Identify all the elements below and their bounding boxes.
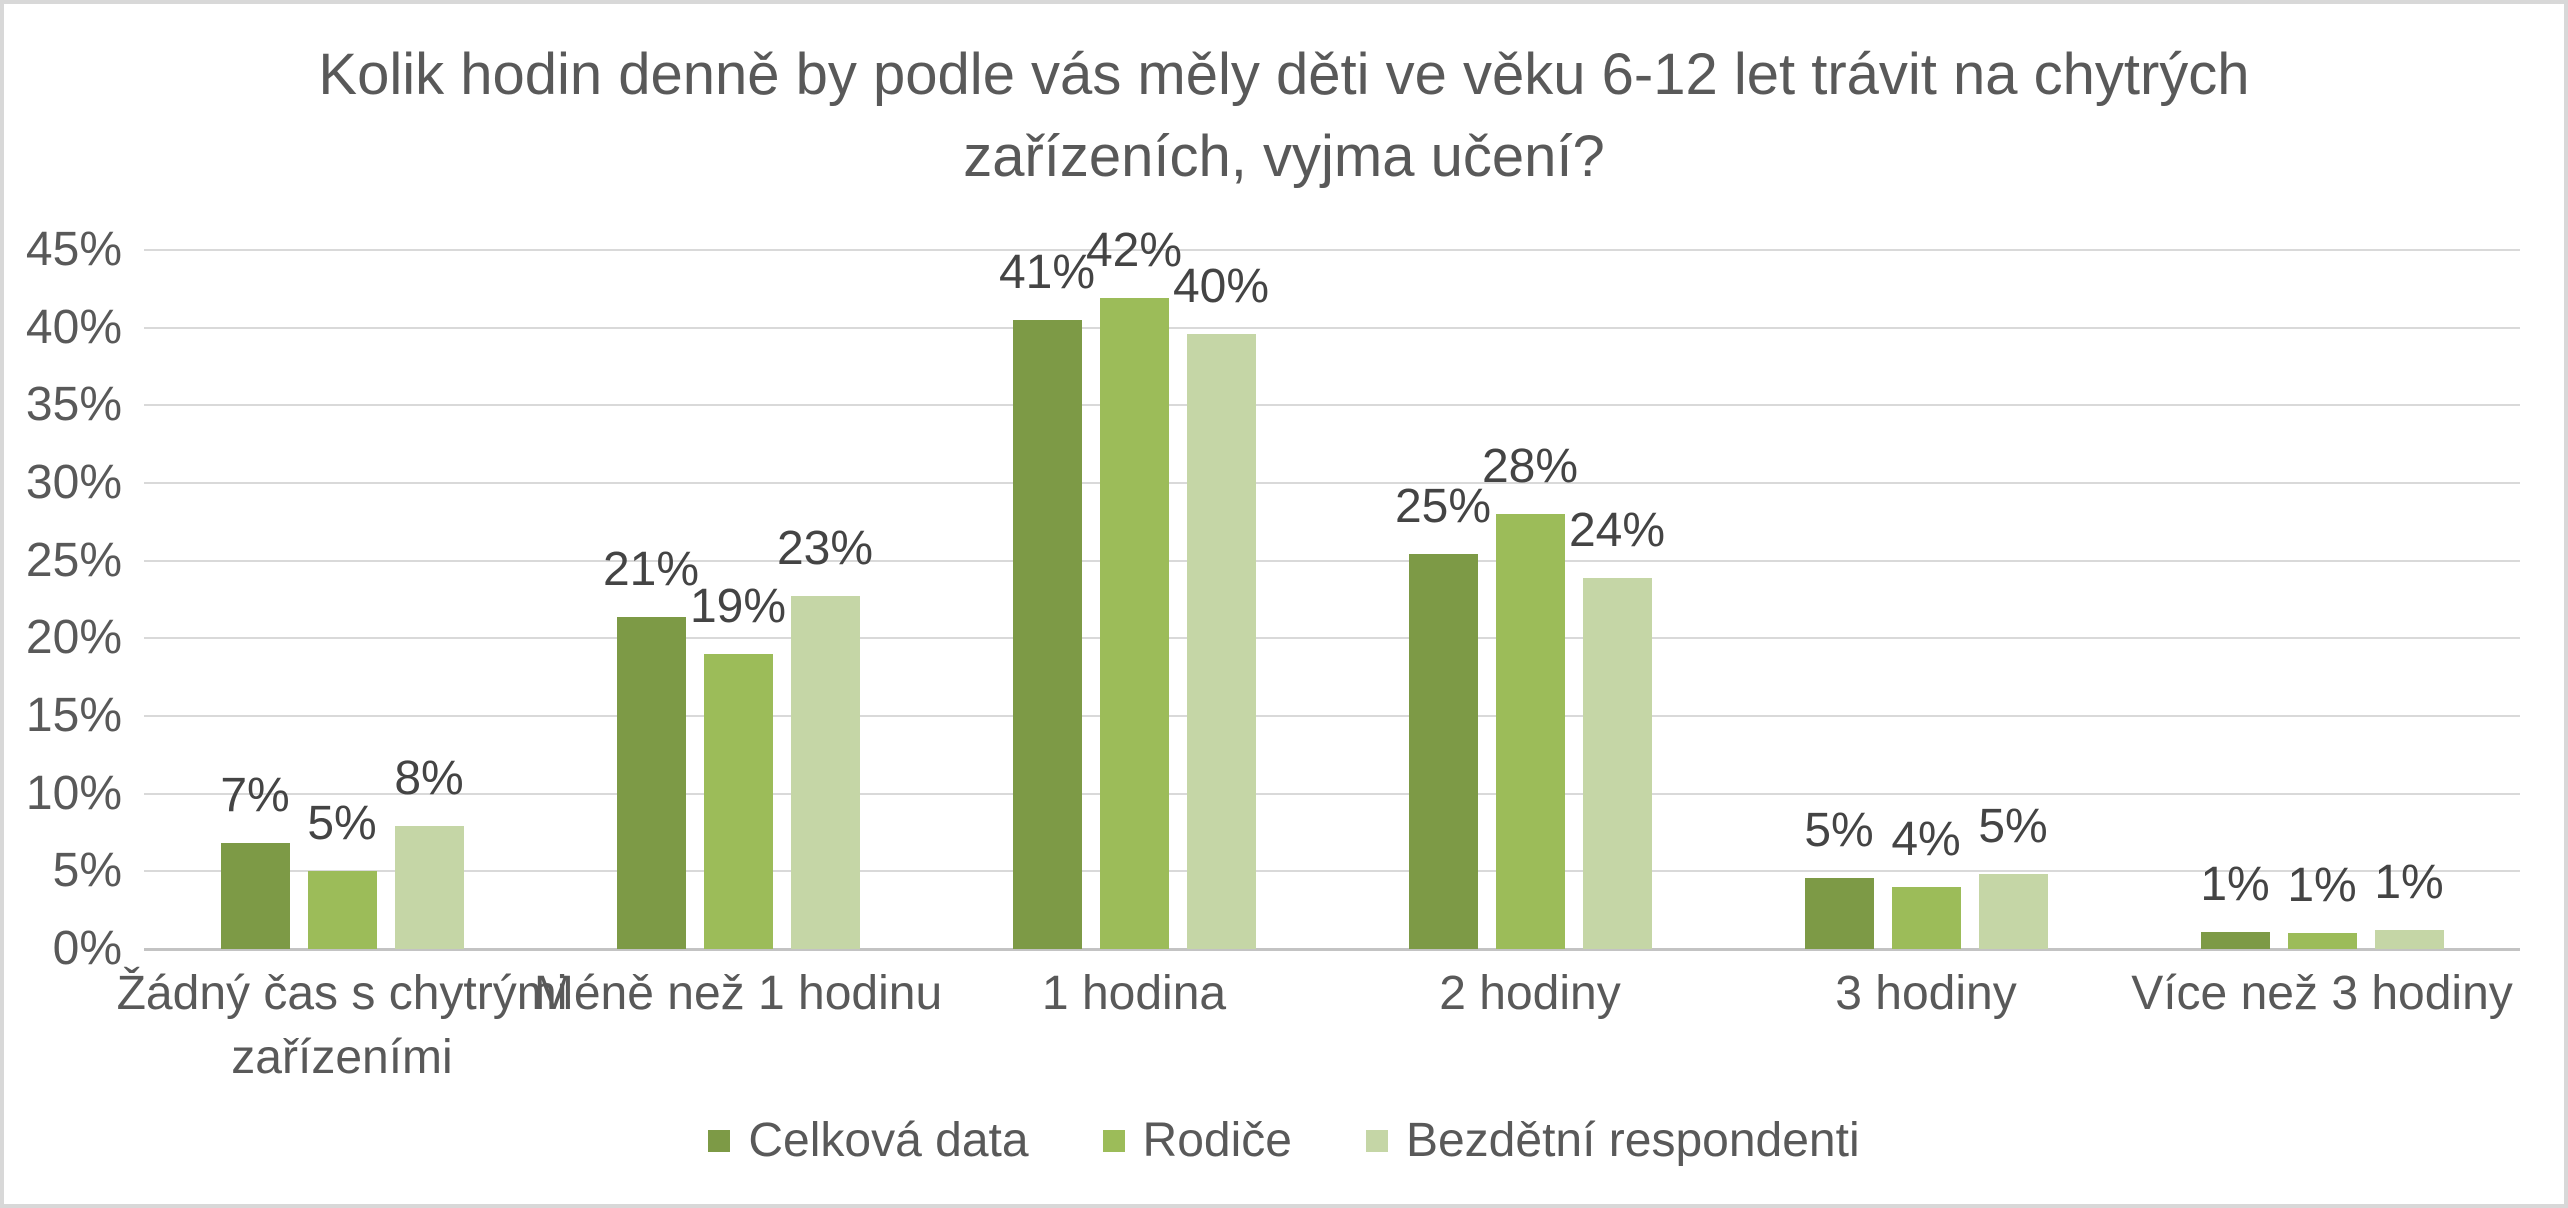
bar-bezd-tn-respondenti-cat2 bbox=[790, 596, 860, 949]
category-label-line: zařízeními bbox=[231, 1031, 453, 1084]
bar-rodi-e-cat3 bbox=[1099, 298, 1169, 949]
bar-rodi-e-cat6 bbox=[2287, 933, 2357, 949]
bar-value-label: 41% bbox=[998, 245, 1096, 299]
bar-value-label: 24% bbox=[1568, 503, 1666, 557]
bar-bezd-tn-respondenti-cat6 bbox=[2374, 930, 2444, 949]
gridline-20 bbox=[144, 637, 2520, 640]
chart-title-line-1: Kolik hodin denně by podle vás měly děti… bbox=[318, 42, 2250, 107]
bar-value-label: 5% bbox=[1804, 803, 1874, 857]
bar-value-label: 4% bbox=[1891, 812, 1961, 866]
bar-rodi-e-cat5 bbox=[1891, 886, 1961, 949]
bar-bezd-tn-respondenti-cat3 bbox=[1186, 333, 1256, 949]
bar-value-label: 5% bbox=[1978, 800, 2048, 854]
category-label-line: Žádný čas s chytrými bbox=[116, 967, 568, 1020]
chart-title: Kolik hodin denně by podle vás měly děti… bbox=[4, 34, 2564, 198]
bar-value-label: 1% bbox=[2200, 857, 2270, 911]
bar-celkov-data-cat5 bbox=[1804, 877, 1874, 949]
y-axis-tick-label: 5% bbox=[52, 844, 122, 898]
legend-color-swatch-icon bbox=[708, 1129, 731, 1152]
legend-item-bezd-tn-respondenti: Bezdětní respondenti bbox=[1365, 1113, 1860, 1168]
bar-value-label: 28% bbox=[1481, 440, 1579, 494]
bar-value-label: 23% bbox=[776, 522, 874, 576]
category-label-line: Více než 3 hodiny bbox=[2131, 967, 2513, 1020]
category-label: Žádný čas s chytrými zařízeními bbox=[102, 962, 582, 1090]
legend-label: Bezdětní respondenti bbox=[1405, 1114, 1860, 1167]
y-axis-tick-label: 45% bbox=[25, 223, 122, 276]
x-axis-line bbox=[144, 948, 2520, 951]
gridline-15 bbox=[144, 715, 2520, 717]
category-label-line: 3 hodiny bbox=[1835, 967, 2017, 1020]
gridline-25 bbox=[144, 559, 2520, 562]
bar-bezd-tn-respondenti-cat5 bbox=[1978, 874, 2048, 949]
bar-rodi-e-cat1 bbox=[307, 871, 377, 949]
gridline-5 bbox=[144, 870, 2520, 873]
bar-value-label: 7% bbox=[220, 769, 290, 823]
bar-value-label: 1% bbox=[2287, 859, 2357, 913]
bar-celkov-data-cat4 bbox=[1408, 554, 1478, 949]
category-label: 3 hodiny bbox=[1686, 962, 2166, 1026]
gridline-45 bbox=[144, 249, 2520, 251]
bar-celkov-data-cat2 bbox=[616, 616, 686, 949]
category-label: Méně než 1 hodinu bbox=[498, 962, 978, 1026]
y-axis-tick-label: 10% bbox=[25, 766, 122, 820]
category-label-line: Méně než 1 hodinu bbox=[533, 967, 943, 1020]
legend-color-swatch-icon bbox=[1102, 1129, 1125, 1152]
gridline-10 bbox=[144, 792, 2520, 795]
legend-label: Celková data bbox=[748, 1114, 1029, 1167]
legend-item-celkov-data: Celková data bbox=[708, 1113, 1029, 1168]
bar-value-label: 8% bbox=[394, 752, 464, 806]
y-axis-tick-label: 35% bbox=[25, 378, 122, 432]
y-axis-tick-label: 0% bbox=[52, 922, 122, 975]
gridline-40 bbox=[144, 326, 2520, 329]
gridline-30 bbox=[144, 482, 2520, 484]
y-axis-tick-label: 30% bbox=[25, 456, 122, 509]
bar-value-label: 1% bbox=[2374, 856, 2444, 910]
category-label: 2 hodiny bbox=[1290, 962, 1770, 1026]
category-label-line: 1 hodina bbox=[1041, 967, 1227, 1020]
legend-item-rodi-e: Rodiče bbox=[1102, 1113, 1292, 1168]
category-label: Více než 3 hodiny bbox=[2082, 962, 2562, 1026]
bar-bezd-tn-respondenti-cat4 bbox=[1582, 577, 1652, 949]
chart-title-line-2: zařízeních, vyjma učení? bbox=[963, 124, 1605, 189]
gridline-35 bbox=[144, 404, 2520, 407]
bar-value-label: 5% bbox=[307, 797, 377, 851]
bar-celkov-data-cat6 bbox=[2200, 931, 2270, 949]
y-axis-tick-label: 15% bbox=[25, 689, 122, 742]
y-axis-tick-label: 40% bbox=[25, 300, 122, 354]
bar-celkov-data-cat1 bbox=[220, 843, 290, 949]
bar-value-label: 19% bbox=[689, 579, 787, 633]
legend-color-swatch-icon bbox=[1365, 1129, 1388, 1152]
plot-area: 0% 5% 10% 15% 20% 25% 30% 35% 40% 45% 7% 5% 8% Žádný … bbox=[4, 4, 2564, 1204]
bar-bezd-tn-respondenti-cat1 bbox=[394, 826, 464, 949]
bar-value-label: 40% bbox=[1172, 259, 1270, 313]
y-axis-tick-label: 25% bbox=[25, 533, 122, 587]
bar-value-label: 42% bbox=[1085, 224, 1183, 278]
y-axis-tick-label: 20% bbox=[25, 611, 122, 665]
bar-celkov-data-cat3 bbox=[1012, 319, 1082, 949]
category-label-line: 2 hodiny bbox=[1439, 967, 1621, 1020]
bar-rodi-e-cat4 bbox=[1495, 514, 1565, 949]
legend: Celková data Rodiče Bezdětní respondenti bbox=[4, 1113, 2564, 1168]
category-label: 1 hodina bbox=[894, 962, 1374, 1026]
bar-rodi-e-cat2 bbox=[703, 653, 773, 949]
legend-label: Rodiče bbox=[1142, 1114, 1292, 1167]
bar-value-label: 21% bbox=[602, 542, 700, 596]
bar-value-label: 25% bbox=[1394, 480, 1492, 534]
